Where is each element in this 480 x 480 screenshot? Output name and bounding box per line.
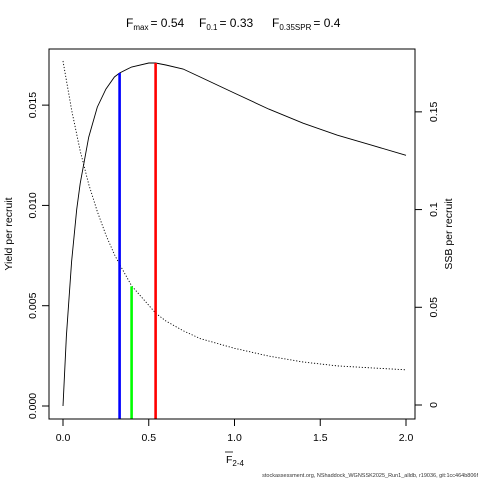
title-fmax-value: = 0.54 xyxy=(150,16,184,30)
title-f01-sub: 0.1 xyxy=(206,23,218,32)
y-right-tick-label: 0.1 xyxy=(428,202,440,217)
chart-title: Fmax = 0.54 F0.1 = 0.33 F0.35SPR = 0.4 xyxy=(126,16,341,32)
title-fspr-sub: 0.35SPR xyxy=(279,23,311,32)
x-axis-label: F2-4 xyxy=(226,454,245,468)
y-right-tick-label: 0 xyxy=(428,402,440,408)
plot-frame xyxy=(48,48,416,420)
x-tick-label: 1.0 xyxy=(227,432,242,444)
footer-credit: stockassessment.org, NShaddock_WGNSSK202… xyxy=(262,473,478,479)
title-fspr-value: = 0.4 xyxy=(313,16,340,30)
x-tick-label: 0.0 xyxy=(56,432,71,444)
title-f01-value: = 0.33 xyxy=(219,16,253,30)
y-left-tick-label: 0.010 xyxy=(27,192,39,218)
y-axis-left-label: Yield per recruit xyxy=(3,197,15,270)
x-tick-label: 1.5 xyxy=(313,432,328,444)
y-axis-right: 0 0.05 0.1 0.15 xyxy=(414,102,440,408)
y-left-tick-label: 0.005 xyxy=(27,292,39,318)
title-fspr-label: F xyxy=(272,16,279,30)
ssb-per-recruit-curve xyxy=(62,60,407,371)
curves-layer xyxy=(62,60,407,407)
title-fmax-sub: max xyxy=(133,23,148,32)
y-left-tick-label: 0.000 xyxy=(27,393,39,419)
y-axis-left: 0.000 0.005 0.010 0.015 xyxy=(27,92,50,419)
y-right-tick-label: 0.15 xyxy=(428,102,440,123)
x-tick-label: 0.5 xyxy=(141,432,156,444)
y-left-tick-label: 0.015 xyxy=(27,92,39,118)
reference-lines-layer xyxy=(118,63,157,419)
y-axis-right-label: SSB per recruit xyxy=(443,198,455,269)
title-fmax-label: F xyxy=(126,16,133,30)
yield-per-recruit-curve xyxy=(62,62,407,407)
y-right-tick-label: 0.05 xyxy=(428,297,440,318)
title-f01-label: F xyxy=(199,16,206,30)
x-axis-label-sub: 2-4 xyxy=(232,459,244,468)
x-tick-label: 2.0 xyxy=(399,432,414,444)
x-axis: 0.0 0.5 1.0 1.5 2.0 xyxy=(56,418,414,444)
x-axis-label-main: F xyxy=(226,454,232,466)
